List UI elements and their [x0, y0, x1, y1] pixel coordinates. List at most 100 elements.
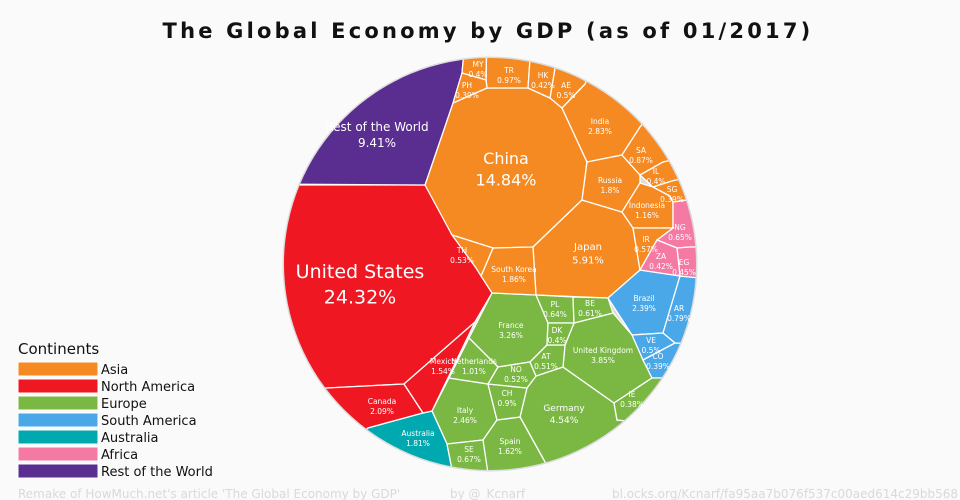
legend-swatch: [17, 429, 99, 445]
cell-name: PH: [462, 81, 472, 90]
cell-name: EG: [679, 258, 690, 267]
legend: Continents Asia North America Europe South …: [17, 340, 213, 480]
legend-swatch: [17, 361, 99, 377]
cell-label-china: China 14.84%: [475, 149, 536, 190]
cell-label-france: France 3.26%: [499, 321, 524, 340]
cell-value: 0.45%: [672, 268, 696, 277]
cell-value: 2.39%: [632, 304, 656, 313]
legend-item-asia: Asia: [17, 361, 128, 378]
cell-name: Canada: [368, 397, 397, 406]
cell-label-hk: HK 0.42%: [531, 71, 555, 90]
cell-label-sg: SG 0.39%: [660, 185, 684, 204]
cell-label-united-kingdom: United Kingdom 3.85%: [573, 346, 633, 365]
legend-label: North America: [101, 380, 195, 395]
cell-label-co: CO 0.39%: [646, 352, 670, 371]
cell-value: 1.62%: [498, 447, 522, 456]
footer-author[interactable]: by @_Kcnarf: [450, 487, 526, 500]
cell-label-spain: Spain 1.62%: [498, 437, 522, 456]
cell-label-pl: PL 0.64%: [543, 300, 567, 319]
cell-value: 1.01%: [462, 367, 486, 376]
cell-se[interactable]: [446, 439, 493, 500]
cell-label-dk: DK 0.4%: [547, 326, 566, 345]
cell-label-at: AT 0.51%: [534, 352, 558, 371]
cell-value: 0.5%: [556, 91, 575, 100]
cell-value: 1.8%: [600, 186, 619, 195]
cell-be[interactable]: [572, 296, 614, 324]
legend-item-africa: Africa: [17, 446, 138, 463]
cell-value: 0.39%: [660, 195, 684, 204]
cell-value: 0.51%: [534, 362, 558, 371]
legend-swatch: [17, 446, 99, 462]
cell-name: HK: [538, 71, 550, 80]
cell-no[interactable]: [486, 361, 537, 389]
cell-name: South Korea: [491, 265, 536, 274]
cell-value: 0.53%: [450, 256, 474, 265]
cell-value: 0.64%: [543, 310, 567, 319]
cell-value: 0.57%: [634, 245, 658, 254]
footer-link[interactable]: bl.ocks.org/Kcnarf/fa95aa7b076f537c00aed…: [612, 487, 958, 500]
cell-name: France: [499, 321, 524, 330]
cell-value: 0.5%: [641, 346, 660, 355]
cell-name: NG: [674, 223, 686, 232]
cell-label-il: IL 0.4%: [646, 167, 665, 186]
legend-item-south-america: South America: [17, 412, 197, 429]
cell-name: TR: [503, 66, 514, 75]
cell-name: SA: [636, 146, 647, 155]
cell-name: Russia: [598, 176, 622, 185]
cell-name: Netherlands: [451, 357, 497, 366]
cell-dk[interactable]: [546, 322, 575, 346]
legend-swatch: [17, 378, 99, 394]
cell-value: 0.4%: [468, 70, 487, 79]
cell-label-eg: EG 0.45%: [672, 258, 696, 277]
cell-name: NO: [510, 365, 522, 374]
cell-label-ve: VE 0.5%: [641, 336, 660, 355]
cell-name: India: [591, 117, 609, 126]
cell-mexico[interactable]: [403, 321, 476, 414]
cell-value: 0.67%: [457, 455, 481, 464]
legend-swatch: [17, 412, 99, 428]
cell-name: CO: [652, 352, 663, 361]
cell-value: 0.97%: [497, 76, 521, 85]
cell-value: 0.4%: [547, 336, 566, 345]
cell-name: PL: [551, 300, 561, 309]
cell-value: 2.46%: [453, 416, 477, 425]
cell-label-ph: PH 0.39%: [455, 81, 479, 100]
cell-value: 0.42%: [531, 81, 555, 90]
cell-label-be: BE 0.61%: [578, 299, 602, 318]
legend-swatch: [17, 395, 99, 411]
cell-value: 1.81%: [406, 439, 430, 448]
cell-value: 0.61%: [578, 309, 602, 318]
cell-label-za: ZA 0.42%: [649, 252, 673, 271]
cell-label-ir: IR 0.57%: [634, 235, 658, 254]
cell-th[interactable]: [450, 233, 494, 278]
cell-label-south-korea: South Korea 1.86%: [491, 265, 536, 284]
cell-label-ng: NG 0.65%: [668, 223, 692, 242]
cell-value: 5.91%: [572, 256, 604, 267]
cell-name: Australia: [401, 429, 434, 438]
cell-label-th: TH 0.53%: [450, 246, 474, 265]
cell-ph[interactable]: [451, 72, 488, 105]
cell-name: Rest of the World: [325, 120, 428, 134]
legend-label: Europe: [101, 397, 147, 412]
cell-value: 4.54%: [550, 416, 579, 426]
cell-label-australia: Australia 1.81%: [401, 429, 434, 448]
cell-label-ae: AE 0.5%: [556, 81, 575, 100]
cell-name: United States: [296, 261, 425, 283]
cell-name: CH: [502, 389, 513, 398]
cell-name: BE: [585, 299, 595, 308]
legend-item-north-america: North America: [17, 378, 195, 395]
cell-label-canada: Canada 2.09%: [368, 397, 397, 416]
legend-label: Australia: [101, 431, 159, 446]
cell-label-italy: Italy 2.46%: [453, 406, 477, 425]
legend-item-europe: Europe: [17, 395, 147, 412]
cell-name: Indonesia: [629, 201, 665, 210]
cell-name: IR: [642, 235, 649, 244]
legend-label: Asia: [101, 363, 128, 378]
cell-za[interactable]: [638, 239, 681, 277]
cell-name: Spain: [500, 437, 521, 446]
cell-label-russia: Russia 1.8%: [598, 176, 622, 195]
cell-rest-of-the-world[interactable]: [250, 30, 467, 186]
cell-value: 2.83%: [588, 127, 612, 136]
legend-title: Continents: [18, 340, 99, 358]
cell-name: United Kingdom: [573, 346, 633, 355]
